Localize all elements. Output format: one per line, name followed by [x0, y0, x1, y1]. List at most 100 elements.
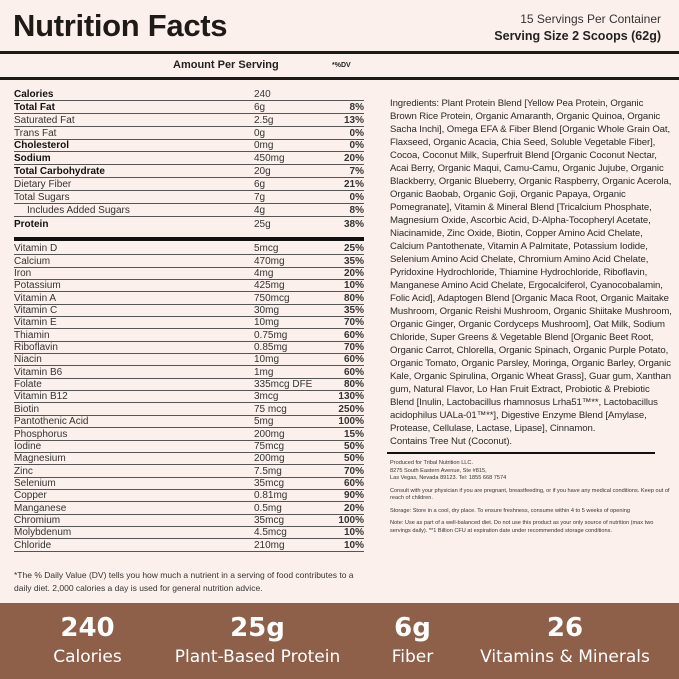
- manufacturer-line: 8275 South Eastern Avenue, Ste #815,: [390, 467, 487, 474]
- nutrient-name: Zinc: [14, 465, 33, 477]
- usage-note: Note: Use as part of a well-balanced die…: [390, 520, 654, 534]
- nutrient-name: Phosphorus: [14, 428, 68, 440]
- nutrient-name: Manganese: [14, 502, 67, 514]
- nutrient-amount: 20g: [254, 166, 271, 178]
- serving-size: Serving Size 2 Scoops (62g): [494, 29, 661, 43]
- nutrient-name: Iodine: [14, 440, 42, 452]
- nutrient-amount: 6g: [254, 179, 266, 191]
- nutrient-name: Sodium: [14, 153, 51, 165]
- ingredients-text: Ingredients: Plant Protein Blend [Yellow…: [390, 98, 672, 434]
- nutrient-dv: 8%: [349, 204, 364, 216]
- stat-calories: 240 Calories: [40, 613, 135, 671]
- nutrient-dv: 60%: [343, 477, 364, 489]
- nutrient-row: Folate 335mcg DFE 80%: [14, 379, 364, 392]
- nutrient-dv: 25%: [343, 243, 364, 255]
- nutrient-name: Iron: [14, 268, 32, 280]
- nutrient-amount: 5mg: [254, 416, 274, 428]
- nutrient-row: Vitamin D 5mcg 25%: [14, 243, 364, 256]
- nutrient-dv: 130%: [338, 391, 364, 403]
- nutrient-dv: 8%: [349, 101, 364, 113]
- nutrient-name: Dietary Fiber: [14, 179, 72, 191]
- stat-value: 6g: [394, 613, 431, 643]
- nutrient-dv: 10%: [343, 539, 364, 551]
- stat-value: 25g: [230, 613, 285, 643]
- nutrient-dv: 50%: [343, 453, 364, 465]
- stat-fiber: 6g Fiber: [375, 613, 450, 671]
- stat-vitamins-minerals: 26 Vitamins & Minerals: [470, 613, 660, 671]
- stat-label: Fiber: [391, 647, 434, 667]
- nutrient-name: Saturated Fat: [14, 114, 75, 126]
- divider: [0, 51, 679, 54]
- nutrient-name: Protein: [14, 218, 49, 230]
- nutrient-row: Cholesterol 0mg 0%: [14, 140, 364, 153]
- nutrient-amount: 0.81mg: [254, 490, 288, 502]
- nutrient-name: Niacin: [14, 354, 42, 366]
- nutrient-amount: 2.5g: [254, 114, 274, 126]
- nutrient-amount: 35mcg: [254, 477, 285, 489]
- nutrient-row: Vitamin E 10mg 70%: [14, 317, 364, 330]
- nutrient-amount: 470mg: [254, 255, 285, 267]
- nutrient-row: Total Carbohydrate 20g 7%: [14, 165, 364, 179]
- nutrient-name: Magnesium: [14, 453, 66, 465]
- nutrient-amount: 35mcg: [254, 514, 285, 526]
- nutrient-row: Zinc 7.5mg 70%: [14, 465, 364, 478]
- nutrient-dv: 35%: [343, 255, 364, 267]
- nutrient-dv: 250%: [338, 403, 364, 415]
- nutrient-amount: 0g: [254, 127, 266, 139]
- stat-protein: 25g Plant-Based Protein: [160, 613, 355, 671]
- nutrient-dv: 70%: [343, 317, 364, 329]
- nutrient-row: Calories 240: [14, 88, 364, 101]
- nutrient-dv: 7%: [349, 166, 364, 178]
- nutrient-row: Riboflavin 0.85mg 70%: [14, 342, 364, 355]
- nutrient-row: Chromium 35mcg 100%: [14, 515, 364, 527]
- nutrient-amount: 0.85mg: [254, 342, 288, 354]
- divider: [0, 77, 679, 80]
- nutrient-name: Vitamin A: [14, 292, 57, 304]
- nutrient-row: Niacin 10mg 60%: [14, 354, 364, 367]
- nutrient-dv: 0%: [349, 140, 364, 152]
- nutrient-row: Vitamin C 30mg 35%: [14, 305, 364, 318]
- vitamin-mineral-table: Vitamin D 5mcg 25% Calcium 470mg 35% Iron 4mg 20…: [14, 243, 364, 552]
- stat-label: Plant-Based Protein: [174, 647, 341, 667]
- nutrient-dv: 60%: [343, 354, 364, 366]
- right-column: Ingredients: Plant Protein Blend [Yellow…: [387, 97, 672, 540]
- nutrient-amount: 4.5mcg: [254, 527, 287, 539]
- nutrient-amount: 200mg: [254, 453, 285, 465]
- nutrient-amount: 5mcg: [254, 243, 279, 255]
- nutrient-amount: 750mcg: [254, 292, 290, 304]
- dv-footnote: *The % Daily Value (DV) tells you how mu…: [14, 570, 354, 593]
- nutrient-amount: 4mg: [254, 268, 274, 280]
- nutrient-row: Iron 4mg 20%: [14, 268, 364, 281]
- nutrient-name: Chromium: [14, 514, 61, 526]
- manufacturer-line: Las Vegas, Nevada 89123. Tel: 1855 668 7…: [390, 475, 507, 481]
- nutrient-name: Thiamin: [14, 329, 50, 341]
- nutrient-dv: 0%: [349, 192, 364, 204]
- nutrient-row: Chloride 210mg 10%: [14, 539, 364, 552]
- nutrient-row: Protein 25g 38%: [14, 217, 364, 230]
- nutrient-row: Vitamin B6 1mg 60%: [14, 366, 364, 379]
- nutrient-amount: 0mg: [254, 140, 274, 152]
- nutrient-amount: 210mg: [254, 539, 285, 551]
- nutrient-amount: 75mcg: [254, 440, 285, 452]
- nutrient-row: Saturated Fat 2.5g 13%: [14, 114, 364, 127]
- nutrient-name: Molybdenum: [14, 527, 72, 539]
- nutrient-row: Includes Added Sugars 4g 8%: [14, 204, 364, 217]
- divider: [387, 452, 655, 454]
- nutrient-name: Vitamin B12: [14, 391, 68, 403]
- nutrient-row: Iodine 75mcg 50%: [14, 441, 364, 453]
- nutrient-dv: 50%: [343, 440, 364, 452]
- nutrient-amount: 3mcg: [254, 391, 279, 403]
- nutrient-amount: 7.5mg: [254, 465, 282, 477]
- nutrient-dv: 21%: [343, 179, 364, 191]
- nutrient-amount: 240: [254, 88, 271, 100]
- nutrient-amount: 1mg: [254, 366, 274, 378]
- nutrient-dv: 100%: [338, 416, 364, 428]
- nutrient-name: Potassium: [14, 280, 61, 292]
- nutrient-name: Total Fat: [14, 101, 55, 113]
- nutrient-row: Thiamin 0.75mg 60%: [14, 329, 364, 342]
- stat-label: Calories: [53, 647, 122, 667]
- nutrient-dv: 35%: [343, 305, 364, 317]
- allergen-statement: Contains Tree Nut (Coconut).: [390, 436, 512, 447]
- nutrient-name: Trans Fat: [14, 127, 57, 139]
- nutrient-dv: 20%: [343, 268, 364, 280]
